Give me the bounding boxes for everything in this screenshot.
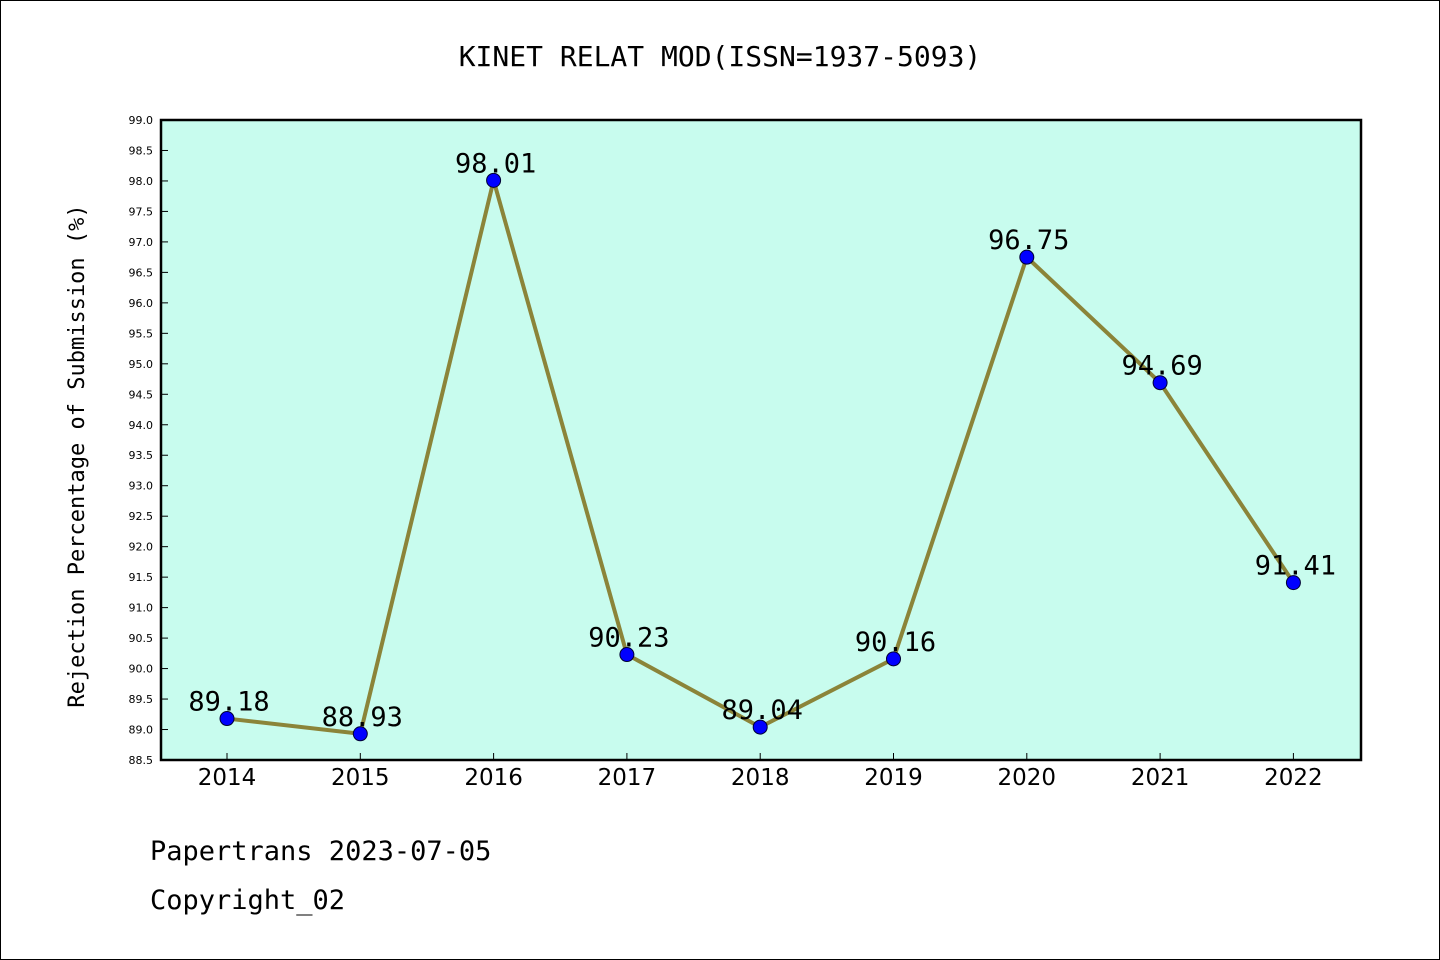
x-tick-label: 2015	[331, 765, 390, 791]
y-tick-label: 93.0	[129, 480, 154, 493]
y-tick-label: 94.0	[129, 419, 154, 432]
y-tick-label: 97.5	[129, 205, 154, 218]
data-label: 90.16	[855, 627, 936, 658]
y-tick-label: 92.0	[129, 541, 154, 554]
footer-copyright: Copyright_02	[150, 885, 346, 916]
data-label: 88.93	[322, 702, 403, 733]
data-point	[886, 651, 901, 667]
y-tick-label: 98.5	[129, 144, 154, 157]
y-tick-label: 95.5	[129, 327, 154, 340]
data-label: 98.01	[455, 148, 536, 179]
x-tick-label: 2021	[1131, 765, 1190, 791]
y-tick-label: 88.5	[129, 754, 154, 767]
y-tick-label: 90.5	[129, 632, 154, 645]
data-point	[486, 172, 502, 188]
y-tick-label: 94.5	[129, 388, 154, 401]
y-tick-label: 96.0	[129, 297, 154, 310]
x-tick-label: 2017	[598, 765, 657, 791]
footer-date: Papertrans 2023-07-05	[150, 836, 492, 867]
x-tick-label: 2014	[198, 765, 257, 791]
data-label: 94.69	[1121, 351, 1202, 382]
y-tick-label: 96.5	[129, 266, 154, 279]
y-tick-label: 92.5	[129, 510, 154, 523]
data-label: 90.23	[588, 623, 669, 654]
x-tick-label: 2018	[731, 765, 790, 791]
data-label: 91.41	[1255, 551, 1336, 582]
y-tick-label: 98.0	[129, 175, 154, 188]
data-point	[619, 647, 635, 663]
data-point	[752, 719, 768, 735]
data-points	[219, 172, 1301, 742]
data-point	[352, 726, 368, 742]
y-tick-label: 91.5	[129, 571, 154, 584]
data-label: 89.04	[722, 695, 803, 726]
y-tick-label: 90.0	[129, 663, 154, 676]
y-axis: 88.5 89.0 89.5 90.0 90.5 91.0 91.5 92.0 92.5 93.0…	[129, 114, 168, 767]
y-tick-label: 97.0	[129, 236, 154, 249]
data-point	[1152, 375, 1168, 391]
data-point	[1019, 249, 1035, 265]
data-label: 96.75	[988, 225, 1069, 256]
x-tick-label: 2020	[998, 765, 1057, 791]
x-axis: 2014 2015 2016 2017 2018 2019 2020 2021 2022	[198, 753, 1323, 791]
x-tick-label: 2019	[864, 765, 923, 791]
y-tick-label: 91.0	[129, 602, 154, 615]
y-tick-label: 89.5	[129, 693, 154, 706]
y-axis-label: Rejection Percentage of Submission (%)	[65, 204, 90, 707]
data-point	[219, 711, 235, 727]
data-labels: 89.18 88.93 98.01 90.23 89.04 90.16 96.75 94.69…	[188, 148, 1336, 732]
y-tick-label: 89.0	[129, 724, 154, 737]
y-tick-label: 93.5	[129, 449, 154, 462]
plot-area	[159, 118, 1363, 762]
data-point	[1285, 575, 1301, 591]
y-tick-label: 95.0	[129, 358, 154, 371]
y-tick-label: 99.0	[129, 114, 154, 127]
x-tick-label: 2016	[464, 765, 523, 791]
x-tick-label: 2022	[1264, 765, 1323, 791]
chart-title: KINET RELAT MOD(ISSN=1937-5093)	[459, 40, 982, 73]
data-label: 89.18	[188, 687, 269, 718]
